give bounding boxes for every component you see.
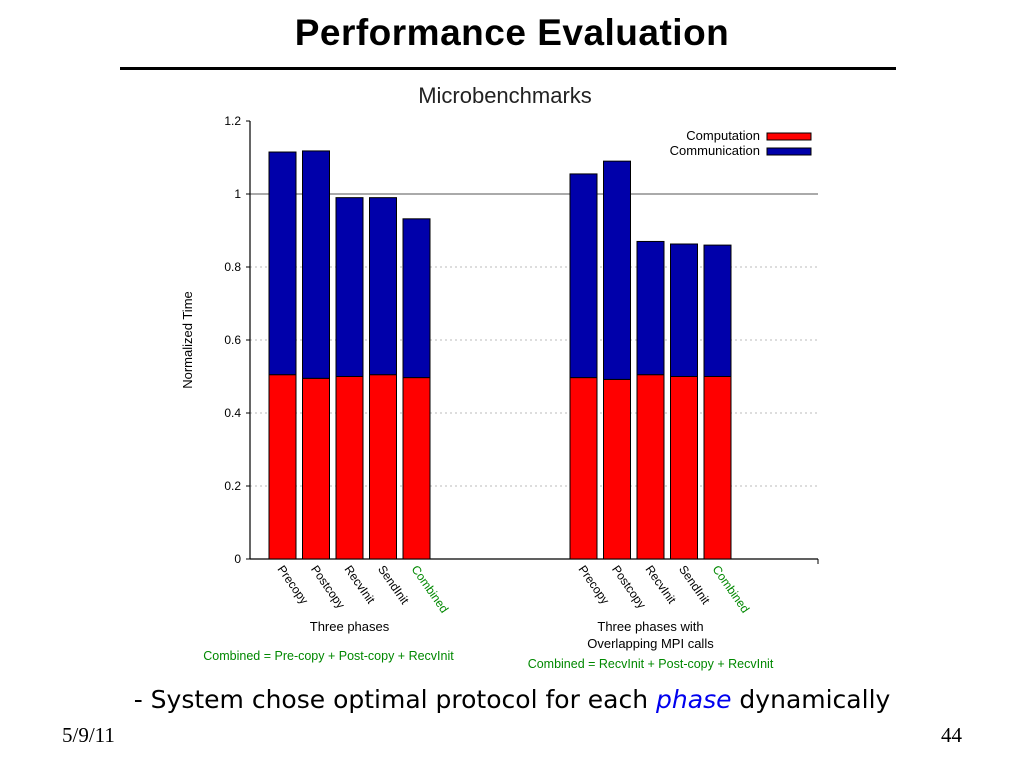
- category-label: RecvInit: [342, 563, 379, 607]
- combined-formula: Combined = RecvInit + Post-copy + RecvIn…: [528, 657, 774, 671]
- communication-bar: [335, 197, 364, 377]
- computation-bar: [603, 378, 631, 560]
- group-label: Three phases: [310, 619, 390, 634]
- caption-emphasis: phase: [656, 685, 732, 714]
- legend-swatch: [766, 132, 812, 141]
- y-tick-label: 0: [234, 552, 241, 566]
- gridlines: [250, 193, 818, 487]
- axes: [246, 120, 819, 564]
- group-label: Overlapping MPI calls: [587, 636, 714, 651]
- computation-bar: [670, 376, 698, 560]
- category-label: RecvInit: [643, 563, 680, 607]
- computation-bar: [302, 377, 330, 560]
- category-label: Combined: [710, 563, 753, 616]
- group-label: Three phases with: [597, 619, 703, 634]
- caption-text-end: dynamically: [731, 685, 891, 714]
- legend-label: Computation: [686, 128, 760, 143]
- title-divider: [120, 67, 896, 70]
- bars: [268, 150, 732, 560]
- y-tick-label: 0.4: [224, 406, 241, 420]
- page-number: 44: [941, 723, 962, 747]
- communication-bar: [603, 160, 631, 380]
- category-label: Precopy: [576, 563, 613, 607]
- legend-label: Communication: [670, 143, 760, 158]
- category-label: Combined: [409, 563, 452, 616]
- communication-bar: [268, 151, 297, 376]
- communication-bar: [402, 218, 431, 379]
- communication-bar: [636, 240, 665, 376]
- combined-formula: Combined = Pre-copy + Post-copy + RecvIn…: [203, 649, 454, 663]
- computation-bar: [636, 374, 665, 560]
- footer-date: 5/9/11: [62, 723, 115, 747]
- category-label: SendInit: [375, 563, 412, 608]
- y-tick-label: 1: [234, 187, 241, 201]
- chart-title: Microbenchmarks: [418, 83, 592, 108]
- computation-bar: [268, 374, 297, 560]
- communication-bar: [670, 243, 698, 377]
- caption-text-start: - System chose optimal protocol for each: [133, 685, 657, 714]
- slide-title: Performance Evaluation: [294, 12, 730, 53]
- computation-bar: [335, 376, 364, 560]
- y-axis-label: Normalized Time: [180, 291, 195, 389]
- y-tick-label: 0.6: [224, 333, 241, 347]
- caption: - System chose optimal protocol for each…: [0, 685, 1024, 714]
- communication-bar: [302, 150, 330, 379]
- y-tick-label: 0.2: [224, 479, 241, 493]
- communication-bar: [703, 244, 732, 377]
- y-tick-label: 0.8: [224, 260, 241, 274]
- communication-bar: [569, 173, 598, 379]
- computation-bar: [703, 376, 732, 560]
- computation-bar: [402, 377, 431, 560]
- legend-swatch: [766, 147, 812, 156]
- category-label: Precopy: [275, 563, 312, 607]
- computation-bar: [369, 374, 397, 560]
- computation-bar: [569, 377, 598, 560]
- communication-bar: [369, 197, 397, 376]
- y-tick-labels: 0 0.2 0.4 0.6 0.8 1 1.2: [224, 114, 241, 566]
- group-labels: Three phases Combined = Pre-copy + Post-c…: [203, 619, 774, 671]
- y-tick-label: 1.2: [224, 114, 241, 128]
- category-label: SendInit: [676, 563, 713, 608]
